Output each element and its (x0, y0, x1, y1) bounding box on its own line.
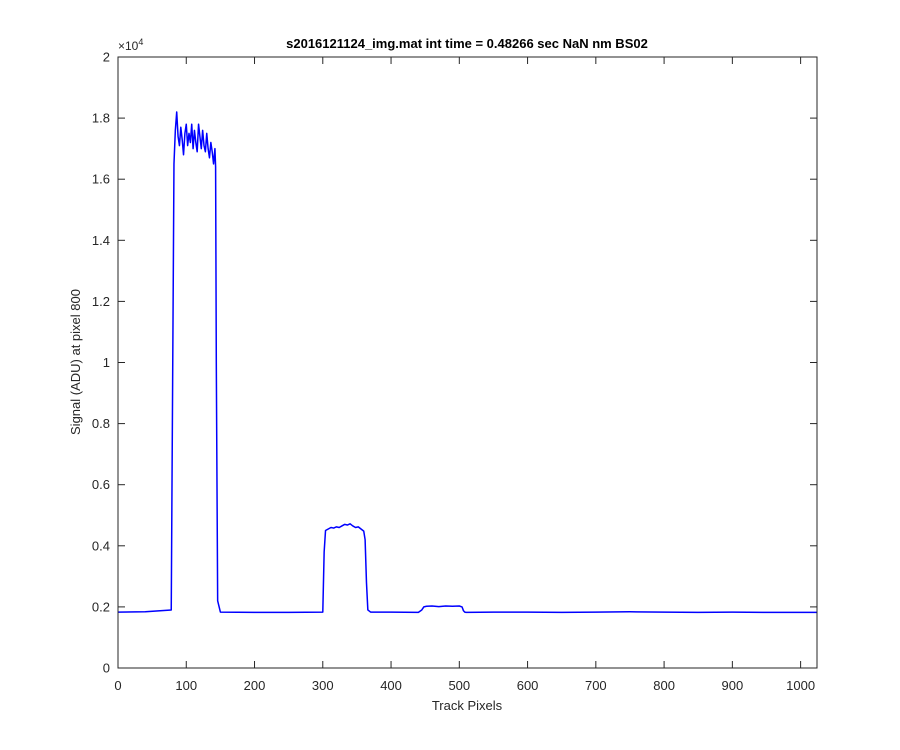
x-axis: 0 100 200 300 400 500 600 700 800 900 1000 (114, 57, 815, 693)
x-tick-label: 900 (722, 678, 744, 693)
x-tick-label: 800 (653, 678, 675, 693)
y-tick-label: 1.6 (92, 172, 110, 187)
plot-area (118, 57, 817, 668)
x-tick-label: 600 (517, 678, 539, 693)
y-tick-label: 0.2 (92, 599, 110, 614)
y-tick-label: 1.4 (92, 233, 110, 248)
y-tick-label: 1.8 (92, 111, 110, 126)
signal-series-line (117, 111, 817, 614)
x-tick-label: 1000 (786, 678, 815, 693)
y-tick-label: 1.2 (92, 294, 110, 309)
y-tick-label: 0.4 (92, 538, 110, 553)
y-tick-label: 0.8 (92, 416, 110, 431)
x-tick-label: 500 (448, 678, 470, 693)
x-axis-label: Track Pixels (432, 698, 503, 713)
y-tick-label: 0 (103, 661, 110, 676)
y-tick-label: 2 (103, 50, 110, 65)
x-tick-label: 200 (244, 678, 266, 693)
x-tick-label: 0 (114, 678, 121, 693)
x-tick-label: 700 (585, 678, 607, 693)
y-tick-label: 1 (103, 355, 110, 370)
x-tick-label: 100 (175, 678, 197, 693)
y-axis-exponent: ×104 (118, 37, 143, 53)
y-axis-label: Signal (ADU) at pixel 800 (68, 289, 83, 435)
chart-title: s2016121124_img.mat int time = 0.48266 s… (286, 36, 648, 51)
x-tick-label: 300 (312, 678, 334, 693)
x-tick-label: 400 (380, 678, 402, 693)
y-tick-label: 0.6 (92, 477, 110, 492)
plot-frame (117, 56, 818, 669)
